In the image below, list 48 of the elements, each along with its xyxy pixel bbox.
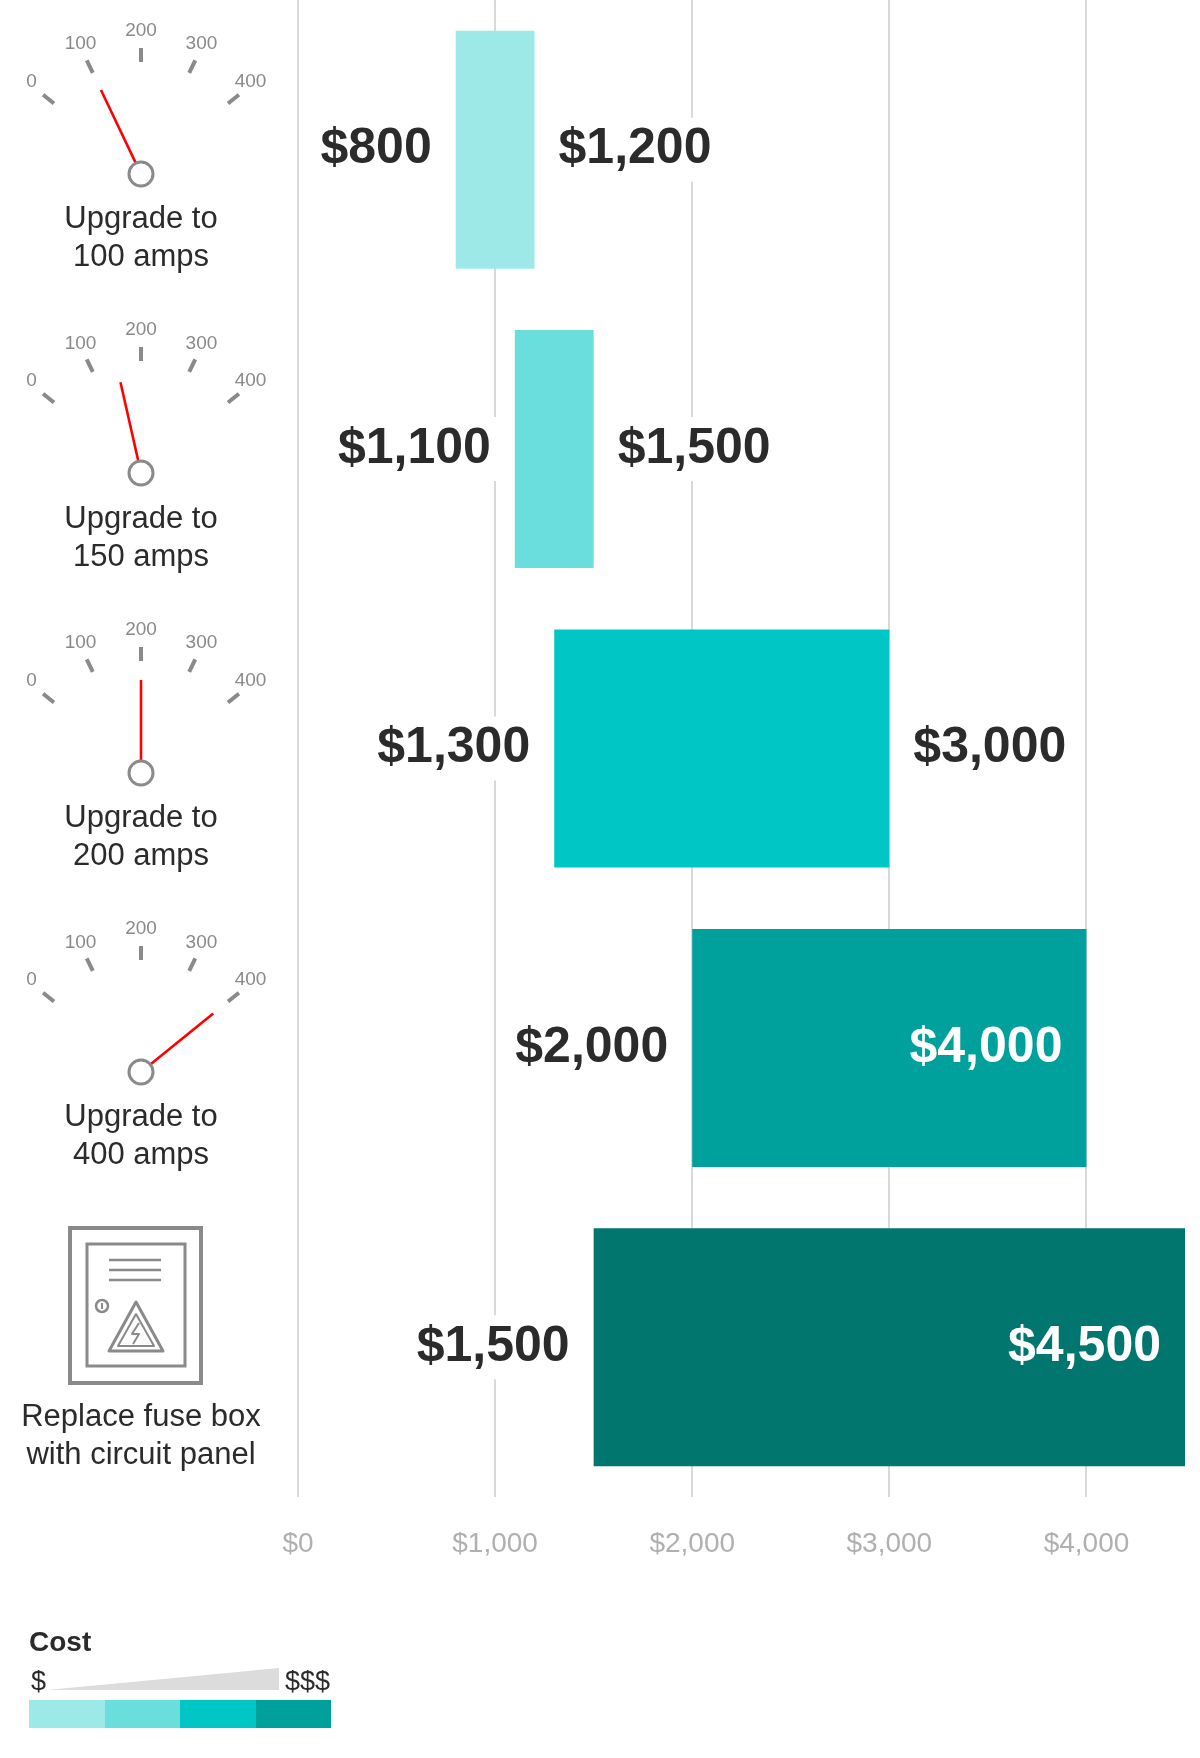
bar xyxy=(455,30,535,269)
y-tick-label: Upgrade to 200 amps xyxy=(64,799,218,873)
text: 300 xyxy=(185,930,218,952)
x-tick-label: $3,000 xyxy=(846,1526,933,1558)
annotation: $1,500 xyxy=(416,1316,570,1373)
text: 0 xyxy=(26,668,37,690)
x-tick-label: $2,000 xyxy=(649,1526,736,1558)
y-tick-label: Upgrade to 400 amps xyxy=(64,1098,218,1172)
bar xyxy=(692,928,1087,1167)
text: 100 xyxy=(64,331,97,353)
text: 200 xyxy=(125,917,157,939)
annotation: $4,500 xyxy=(1008,1316,1161,1373)
legend-title: Cost xyxy=(29,1626,92,1657)
bar xyxy=(514,330,594,569)
y-tick-label: Upgrade to 100 amps xyxy=(64,200,218,274)
text: $ xyxy=(31,1666,47,1696)
text: 400 xyxy=(234,968,267,990)
text: 200 xyxy=(125,318,157,340)
x-tick-label: $0 xyxy=(282,1526,314,1558)
text: 100 xyxy=(64,32,97,54)
text: 300 xyxy=(185,631,218,653)
text: 400 xyxy=(234,369,267,391)
annotation: $1,500 xyxy=(617,417,771,474)
y-tick-label: Replace fuse box with circuit panel xyxy=(21,1397,262,1471)
annotation: $3,000 xyxy=(913,717,1067,774)
text: 300 xyxy=(185,32,218,54)
text: 300 xyxy=(185,331,218,353)
annotation: $4,000 xyxy=(909,1016,1063,1073)
annotation: $1,100 xyxy=(337,417,491,474)
text: 200 xyxy=(125,617,157,639)
bar xyxy=(593,1228,1185,1467)
text: 400 xyxy=(234,70,267,92)
text: 0 xyxy=(26,369,37,391)
text: $$$ xyxy=(285,1666,331,1696)
y-tick-label: Upgrade to 150 amps xyxy=(64,499,218,573)
bar xyxy=(554,629,890,868)
text: 0 xyxy=(26,968,37,990)
text: 100 xyxy=(64,930,97,952)
text: 0 xyxy=(26,70,37,92)
text: 400 xyxy=(234,668,267,690)
text: 100 xyxy=(64,631,97,653)
x-tick-label: $4,000 xyxy=(1043,1526,1130,1558)
annotation: $1,200 xyxy=(558,118,712,175)
annotation: $800 xyxy=(320,118,432,175)
text: 200 xyxy=(125,18,157,40)
annotation: $2,000 xyxy=(515,1016,669,1073)
annotation: $1,300 xyxy=(377,717,531,774)
x-tick-label: $1,000 xyxy=(452,1526,538,1558)
